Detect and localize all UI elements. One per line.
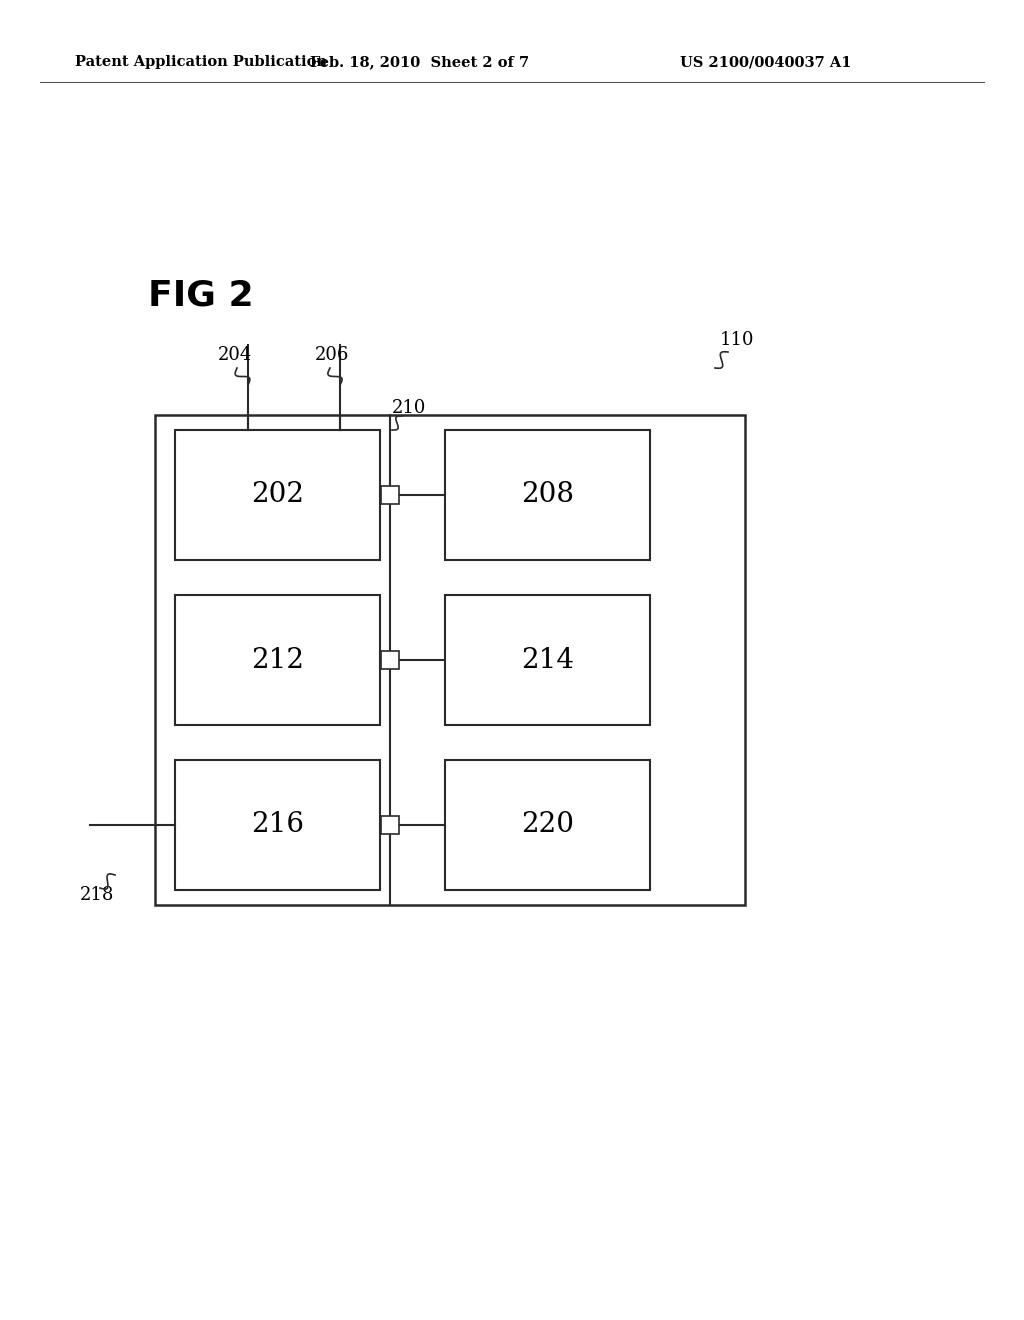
- Text: US 2100/0040037 A1: US 2100/0040037 A1: [680, 55, 852, 69]
- Bar: [381, 486, 399, 504]
- Text: 202: 202: [251, 482, 304, 508]
- Text: Patent Application Publication: Patent Application Publication: [75, 55, 327, 69]
- Bar: [175, 430, 380, 560]
- Text: 218: 218: [80, 886, 115, 904]
- Text: 206: 206: [315, 346, 349, 364]
- Bar: [381, 816, 399, 834]
- Text: 210: 210: [392, 399, 426, 417]
- Text: 220: 220: [521, 812, 574, 838]
- Text: 204: 204: [218, 346, 252, 364]
- Text: 208: 208: [521, 482, 574, 508]
- Bar: [445, 595, 650, 725]
- Text: 214: 214: [521, 647, 574, 673]
- Text: FIG 2: FIG 2: [148, 279, 254, 312]
- Text: Feb. 18, 2010  Sheet 2 of 7: Feb. 18, 2010 Sheet 2 of 7: [310, 55, 529, 69]
- Text: 216: 216: [251, 812, 304, 838]
- Bar: [175, 760, 380, 890]
- Text: 212: 212: [251, 647, 304, 673]
- Bar: [175, 595, 380, 725]
- Text: 110: 110: [720, 331, 755, 348]
- Bar: [445, 760, 650, 890]
- Bar: [155, 414, 745, 906]
- Bar: [445, 430, 650, 560]
- Bar: [381, 651, 399, 669]
